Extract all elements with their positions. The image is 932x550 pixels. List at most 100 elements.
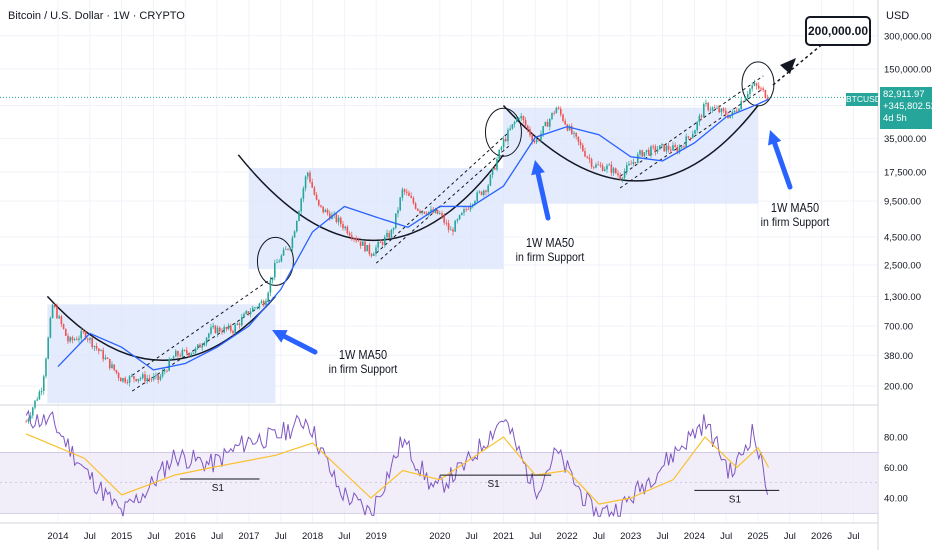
price-candle-body bbox=[102, 350, 104, 360]
price-candle-body bbox=[344, 226, 346, 229]
price-candle-body bbox=[700, 115, 703, 117]
price-candle-body bbox=[441, 213, 443, 216]
price-candle-body bbox=[368, 245, 371, 255]
price-candle-body bbox=[573, 132, 575, 134]
price-candle-body bbox=[56, 306, 58, 319]
symbol-badge: BTCUSD bbox=[846, 93, 881, 106]
price-candles bbox=[25, 79, 769, 424]
price-candle-body bbox=[674, 145, 676, 147]
price-candle-body bbox=[128, 376, 131, 383]
price-candle-body bbox=[504, 139, 507, 142]
price-candle-body bbox=[311, 181, 313, 188]
price-candle-body bbox=[643, 152, 646, 157]
price-candle-body bbox=[161, 371, 164, 377]
annotation-line2: in firm Support bbox=[760, 215, 830, 229]
price-candle-body bbox=[122, 378, 124, 382]
annotation-line2: in firm Support bbox=[515, 250, 585, 264]
price-candle-body bbox=[146, 378, 148, 382]
price-candle-body bbox=[240, 317, 243, 326]
price-candle-body bbox=[60, 316, 63, 325]
price-candle-body bbox=[581, 145, 584, 152]
price-candle-body bbox=[326, 209, 329, 214]
annotation-ma50-2025: 1W MA50 in firm Support bbox=[751, 201, 839, 229]
price-candle-body bbox=[529, 129, 531, 136]
price-candle-body bbox=[709, 109, 712, 111]
price-candle-body bbox=[632, 161, 635, 164]
price-candle-body bbox=[524, 120, 527, 126]
price-candle-body bbox=[337, 217, 340, 222]
price-candle-body bbox=[207, 333, 210, 338]
price-candle-body bbox=[568, 125, 571, 131]
price-candle-body bbox=[289, 247, 291, 250]
time-tick-label: 2014 bbox=[47, 531, 68, 542]
time-tick-label: 2026 bbox=[811, 531, 832, 542]
price-candle-body bbox=[645, 149, 648, 153]
price-candle-body bbox=[579, 141, 582, 146]
time-tick-label: 2015 bbox=[111, 531, 132, 542]
price-candle-body bbox=[663, 144, 665, 152]
time-tick-label: Jul bbox=[529, 531, 541, 542]
price-candle-body bbox=[355, 238, 357, 241]
price-candle-body bbox=[689, 137, 692, 139]
price-tick-label: 700.00 bbox=[884, 322, 913, 333]
price-candle-body bbox=[249, 311, 252, 315]
price-candle-body bbox=[746, 94, 749, 98]
price-candle-body bbox=[544, 122, 547, 127]
rsi-support-label: S1 bbox=[212, 483, 225, 494]
price-candle-body bbox=[476, 192, 478, 202]
price-candle-body bbox=[654, 146, 657, 152]
price-candle-body bbox=[82, 331, 85, 332]
price-candle-body bbox=[403, 189, 406, 192]
price-candle-body bbox=[339, 217, 342, 224]
price-candle-body bbox=[698, 115, 701, 122]
price-candle-body bbox=[443, 215, 445, 223]
price-candle-body bbox=[381, 242, 384, 245]
price-candle-body bbox=[181, 350, 184, 357]
price-candle-body bbox=[152, 376, 155, 380]
price-candle-body bbox=[100, 350, 102, 352]
price-candle-body bbox=[713, 107, 716, 109]
price-candle-body bbox=[117, 372, 120, 378]
price-candle-body bbox=[174, 351, 177, 357]
time-tick-label: 2022 bbox=[557, 531, 578, 542]
price-candle-body bbox=[683, 146, 685, 148]
price-candle-body bbox=[410, 196, 412, 198]
ma50-line bbox=[57, 98, 769, 371]
price-candle-body bbox=[467, 209, 470, 211]
price-candle-body bbox=[749, 88, 751, 95]
time-tick-label: Jul bbox=[84, 531, 96, 542]
annotation-line1: 1W MA50 bbox=[525, 236, 575, 250]
price-candle-body bbox=[42, 376, 45, 392]
price-candle-body bbox=[302, 188, 305, 199]
price-candle-body bbox=[170, 358, 173, 360]
time-tick-label: Jul bbox=[338, 531, 350, 542]
time-tick-label: Jul bbox=[466, 531, 478, 542]
price-candle-body bbox=[661, 144, 663, 146]
price-candle-body bbox=[196, 344, 199, 349]
price-candle-body bbox=[221, 331, 223, 333]
annotation-line1: 1W MA50 bbox=[770, 201, 820, 215]
axes: 300,000.00150,000.0070,000.0035,000.0017… bbox=[47, 31, 931, 542]
price-candle-body bbox=[273, 262, 276, 278]
time-tick-label: Jul bbox=[275, 531, 287, 542]
price-tick-label: 300,000.00 bbox=[884, 31, 932, 42]
price-candle-body bbox=[641, 150, 643, 157]
price-candle-body bbox=[73, 339, 76, 341]
price-candle-body bbox=[456, 219, 459, 221]
price-candle-body bbox=[80, 331, 82, 339]
price-candle-body bbox=[306, 172, 309, 177]
price-candle-body bbox=[520, 115, 522, 119]
price-candle-body bbox=[353, 238, 355, 240]
price-candle-body bbox=[757, 85, 760, 89]
rsi-tick-label: 40.00 bbox=[884, 494, 908, 505]
price-candle-body bbox=[328, 213, 331, 220]
currency-label[interactable]: USD bbox=[886, 10, 910, 22]
price-candle-body bbox=[192, 352, 195, 354]
price-candle-body bbox=[557, 107, 560, 109]
price-candle-body bbox=[425, 213, 428, 215]
time-tick-label: Jul bbox=[656, 531, 668, 542]
price-candle-body bbox=[562, 114, 564, 121]
price-candle-body bbox=[551, 112, 553, 120]
price-candle-body bbox=[179, 355, 181, 357]
